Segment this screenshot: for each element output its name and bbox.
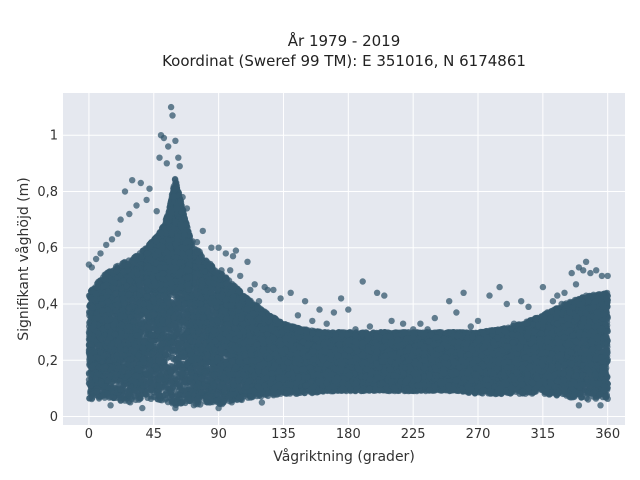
data-points bbox=[85, 103, 611, 412]
